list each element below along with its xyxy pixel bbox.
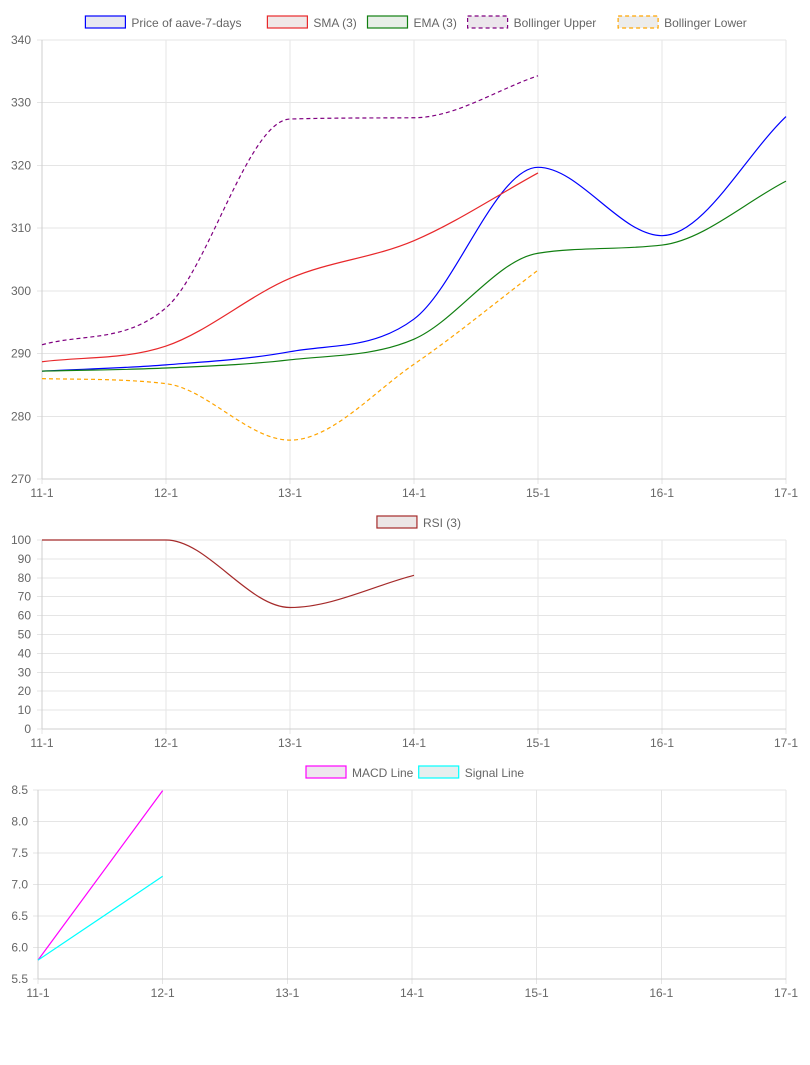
legend-label: Price of aave-7-days [131,16,241,30]
x-tick-label: 14-1 [402,736,426,750]
legend-swatch [266,15,308,29]
legend-swatch [376,515,418,529]
y-tick-label: 300 [11,284,31,298]
legend-item-1[interactable]: MACD Line [305,765,414,780]
legend-swatch [467,15,509,29]
x-tick-label: 14-1 [400,986,424,1000]
x-tick-label: 11-1 [30,736,53,750]
series-line-5 [41,269,539,441]
x-tick-label: 12-1 [154,486,178,500]
y-tick-label: 100 [11,533,31,547]
legend-item-3[interactable]: EMA (3) [366,15,457,30]
chart-panel-2: 0 10 20 30 40 50 60 70 80 90 100 11-1 12-1 13-1 14-1 15… [11,515,798,750]
x-tick-label: 15-1 [526,486,550,500]
x-tick-label: 11-1 [30,486,53,500]
x-tick-label: 16-1 [650,486,674,500]
grid [37,539,787,734]
y-tick-label: 20 [18,684,32,698]
x-tick-label: 16-1 [650,736,674,750]
series-line-2 [41,172,539,363]
x-tick-label: 15-1 [525,986,549,1000]
series-line-2 [37,875,164,961]
legend-label: SMA (3) [313,16,356,30]
x-tick-label: 15-1 [526,736,550,750]
legend-label: Signal Line [465,766,525,780]
legend-label: MACD Line [352,766,414,780]
x-tick-label: 17-1 [774,986,798,1000]
y-tick-label: 310 [11,221,31,235]
y-tick-label: 7.5 [11,846,28,860]
legend-swatch [84,15,127,29]
legend-label: RSI (3) [423,516,461,530]
x-tick-label: 17-1 [774,486,798,500]
y-tick-label: 10 [18,703,32,717]
x-tick-label: 12-1 [151,986,175,1000]
chart-panel-3: 5.5 6.0 6.5 7.0 7.5 8.0 8.5 11-1 12-1 13-1 14-1 15-… [11,765,798,1000]
legend-item-5[interactable]: Bollinger Lower [617,15,747,30]
chart-panel-1: 270 280 290 300 310 320 330 340 11-1 12-1 13-1 14-1… [11,15,798,500]
legend: RSI (3) [376,515,461,530]
y-tick-label: 80 [18,571,32,585]
y-tick-label: 8.5 [11,783,28,797]
legend-item-1[interactable]: RSI (3) [376,515,461,530]
y-tick-label: 90 [18,552,32,566]
y-tick-label: 5.5 [11,972,28,986]
y-tick-label: 0 [24,722,31,736]
series-line-1 [41,116,787,372]
y-tick-label: 340 [11,33,31,47]
legend: MACD Line Signal Line [305,765,525,780]
y-tick-label: 7.0 [11,878,28,892]
y-tick-label: 330 [11,96,31,110]
y-tick-label: 320 [11,158,31,172]
y-tick-label: 270 [11,472,31,486]
legend-item-2[interactable]: SMA (3) [266,15,357,30]
legend-item-4[interactable]: Bollinger Upper [467,15,597,30]
x-tick-label: 13-1 [275,986,299,1000]
legend-label: Bollinger Lower [664,16,747,30]
y-tick-label: 70 [18,590,32,604]
y-tick-label: 50 [18,628,32,642]
x-tick-label: 14-1 [402,486,426,500]
legend-item-1[interactable]: Price of aave-7-days [84,15,241,30]
y-tick-label: 6.0 [11,941,28,955]
series-line-1 [42,539,415,609]
y-tick-label: 6.5 [11,909,28,923]
series-line-3 [41,180,787,372]
series-line-1 [37,790,164,961]
y-tick-label: 60 [18,609,32,623]
y-tick-label: 290 [11,347,31,361]
legend-swatch [305,765,347,779]
x-tick-label: 13-1 [278,486,302,500]
legend-label: EMA (3) [414,16,457,30]
legend-item-2[interactable]: Signal Line [418,765,525,780]
y-tick-label: 8.0 [11,815,28,829]
y-tick-label: 40 [18,646,32,660]
x-tick-label: 12-1 [154,736,178,750]
x-tick-label: 17-1 [774,736,798,750]
series-line-4 [41,75,539,346]
grid [37,39,787,484]
legend-swatch [418,765,460,779]
y-tick-label: 280 [11,409,31,423]
legend-swatch [366,15,409,29]
legend-swatch [617,15,659,29]
x-tick-label: 11-1 [26,986,49,1000]
x-tick-label: 16-1 [649,986,673,1000]
x-tick-label: 13-1 [278,736,302,750]
y-tick-label: 30 [18,665,32,679]
legend: Price of aave-7-days SMA (3) EMA (3) Bollin… [84,15,747,30]
legend-label: Bollinger Upper [514,16,597,30]
